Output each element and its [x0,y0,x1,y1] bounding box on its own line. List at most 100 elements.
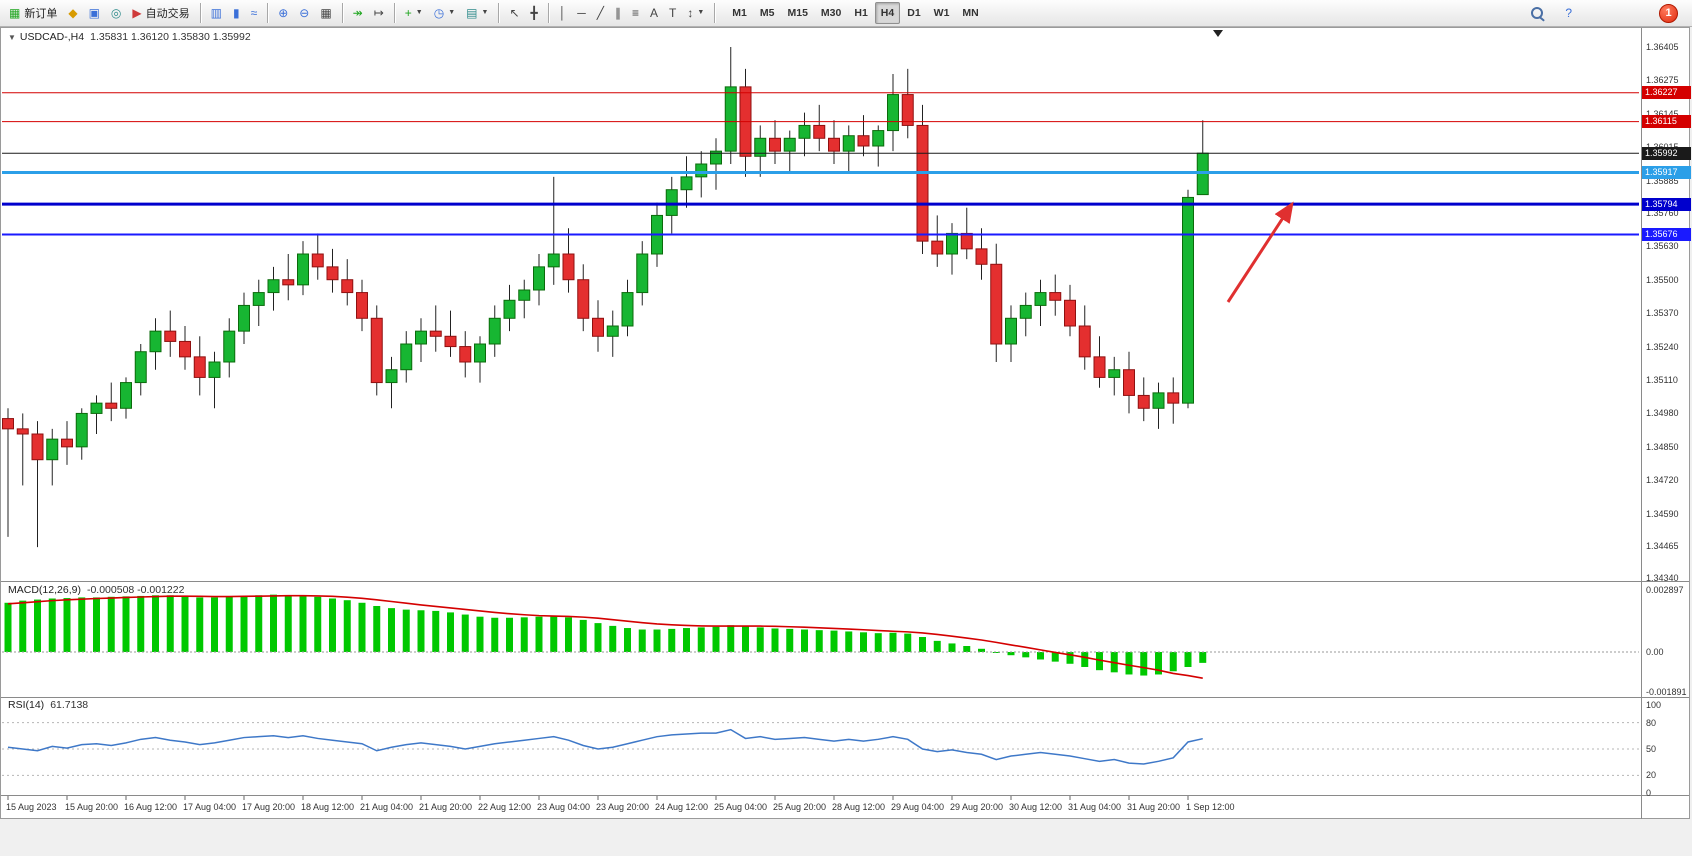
pane-separator-rsi[interactable] [1,697,1689,698]
auto-trading-button[interactable]: ▶ 自动交易 [127,2,194,24]
macd-label: MACD(12,26,9) [8,584,81,596]
toolbar-separator [547,3,549,23]
channel-button[interactable]: ∥ [610,2,626,24]
time-axis-label: 18 Aug 12:00 [301,802,355,812]
chart-title: ▼ USDCAD-,H4 1.35831 1.36120 1.35830 1.359… [8,31,251,43]
timeframe-w1-button[interactable]: W1 [928,2,956,24]
dropdown-caret-icon: ▼ [415,9,423,16]
rsi-axis-label: 0 [1646,788,1652,798]
chart-shift-marker[interactable] [1213,30,1223,37]
new-order-button[interactable]: ▦ 新订单 [4,2,62,24]
timeframe-m30-button[interactable]: M30 [815,2,847,24]
navigator-button[interactable]: ◆ [63,2,82,24]
support-badge[interactable]: 1.35794 [1642,198,1691,211]
price-axis-label: 1.34340 [1646,573,1679,583]
timeframe-d1-button[interactable]: D1 [901,2,926,24]
rsi-value: 61.7138 [50,699,89,711]
candlestick-chart-icon: ▮ [232,6,240,20]
cursor-button[interactable]: ↖ [504,2,524,24]
chart-ohlc-values: 1.35831 1.36120 1.35830 1.35992 [90,31,251,43]
support-badge[interactable]: 1.35676 [1642,228,1691,241]
rsi-label: RSI(14) [8,699,45,711]
bar-chart-button[interactable]: ▥ [206,2,227,24]
candlestick-chart-button[interactable]: ▮ [228,2,245,24]
sounds-icon: ◎ [110,6,122,20]
time-axis-label: 25 Aug 20:00 [773,802,827,812]
help-icon: ? [1565,6,1572,20]
periods-icon: ◷ [433,6,445,20]
window-background [0,820,1692,856]
time-axis-label: 15 Aug 20:00 [65,802,119,812]
time-axis-label: 24 Aug 12:00 [655,802,709,812]
chart-window[interactable] [0,27,1690,819]
auto-scroll-button[interactable]: ↠ [348,2,368,24]
indicators-button[interactable]: + ▼ [400,2,428,24]
tile-windows-button[interactable]: ▦ [315,2,336,24]
text-button[interactable]: A [645,2,663,24]
resistance-badge[interactable]: 1.36227 [1642,86,1691,99]
price-axis-label: 1.35760 [1646,208,1679,218]
timeframe-m1-button[interactable]: M1 [726,2,753,24]
price-axis-label: 1.34850 [1646,442,1679,452]
indicators-icon: + [404,6,412,20]
timeframe-m5-button[interactable]: M5 [754,2,781,24]
support-badge[interactable]: 1.35917 [1642,166,1691,179]
horizontal-line-icon: ─ [577,6,586,20]
time-axis-label: 29 Aug 20:00 [950,802,1004,812]
templates-button[interactable]: ▤ ▼ [461,2,493,24]
resistance-badge[interactable]: 1.36115 [1642,115,1691,128]
arrows-tool-icon: ↕ [687,6,694,20]
toolbar-separator [267,3,269,23]
time-axis-label: 1 Sep 12:00 [1186,802,1235,812]
timeframe-h1-button[interactable]: H1 [848,2,873,24]
time-axis-label: 23 Aug 04:00 [537,802,591,812]
line-chart-button[interactable]: ≈ [246,2,263,24]
vertical-line-button[interactable]: │ [554,2,572,24]
timeframe-m15-button[interactable]: M15 [781,2,813,24]
trendline-button[interactable]: ╱ [592,2,609,24]
rsi-pane-title: RSI(14) 61.7138 [8,699,88,711]
chart-shift-button[interactable]: ↦ [369,2,389,24]
time-axis-label: 30 Aug 12:00 [1009,802,1063,812]
time-axis-label: 31 Aug 04:00 [1068,802,1122,812]
tile-windows-icon: ▦ [320,6,332,20]
zoom-in-button[interactable]: ⊕ [273,2,293,24]
dropdown-caret-icon: ▼ [448,9,456,16]
help-button[interactable]: ? [1560,2,1577,24]
timeframe-h4-button[interactable]: H4 [874,2,901,24]
notification-badge[interactable]: 1 [1659,3,1678,23]
time-axis-label: 21 Aug 20:00 [419,802,473,812]
toolbar-separator [498,3,500,23]
pane-separator-macd[interactable] [1,581,1689,582]
zoom-out-icon: ⊖ [299,6,310,20]
navigator-icon: ◆ [68,6,78,20]
price-axis-label: 1.35110 [1646,375,1678,385]
periods-button[interactable]: ◷ ▼ [429,2,460,24]
timeframe-mn-button[interactable]: MN [956,2,984,24]
cursor-icon: ↖ [509,6,520,20]
crosshair-button[interactable]: ╋ [526,2,543,24]
time-axis-label: 21 Aug 04:00 [360,802,414,812]
price-axis-label: 1.35885 [1646,176,1679,186]
toolbar-separator [714,3,716,23]
sounds-button[interactable]: ◎ [106,2,126,24]
horizontal-line-button[interactable]: ─ [572,2,591,24]
time-axis-label: 17 Aug 04:00 [183,802,237,812]
toolbar-separator [393,3,395,23]
data-window-button[interactable]: ▣ [84,2,105,24]
price-axis-label: 1.34465 [1646,541,1679,551]
one-click-trading-toggle[interactable]: ▼ [8,33,16,42]
price-axis-label: 1.35500 [1646,275,1679,285]
toolbar: ▦ 新订单 ◆ ▣ ◎ ▶ 自动交易 ▥ ▮ ≈ ⊕ ⊖ ▦ ↠ ↦ + ▼ ◷ ▼… [0,0,1692,27]
zoom-out-button[interactable]: ⊖ [294,2,314,24]
search-button[interactable] [1526,2,1548,24]
search-icon [1531,7,1544,19]
arrows-tool-button[interactable]: ↕ ▼ [682,2,709,24]
text-label-button[interactable]: T [664,2,681,24]
timeframe-toolbar: M1 M5 M15 M30 H1 H4 D1 W1 MN [726,2,984,24]
rsi-axis-label: 20 [1646,770,1657,780]
price-axis-label: 1.35630 [1646,241,1679,251]
rsi-axis-label: 100 [1646,700,1662,710]
fibonacci-button[interactable]: ≡ [627,2,644,24]
